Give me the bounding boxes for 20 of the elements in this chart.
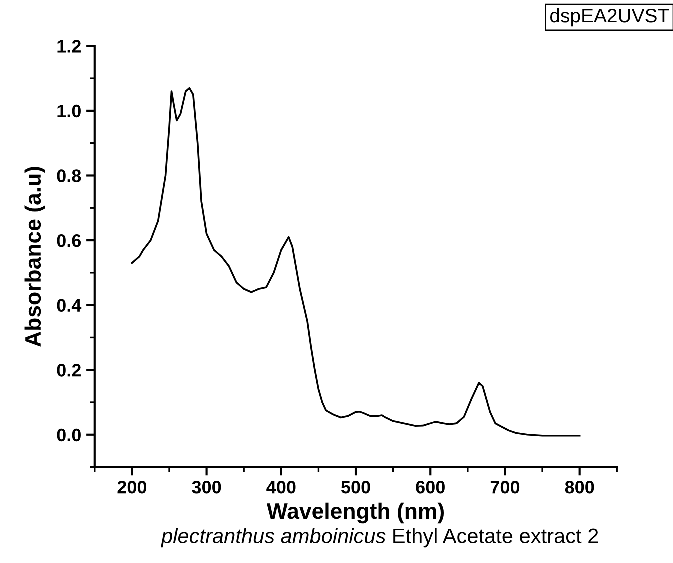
- text: dspEA2UVST: [550, 8, 670, 27]
- x-tick-label: 300: [192, 480, 222, 494]
- text: Ethyl Acetate extract 2: [394, 528, 598, 548]
- x-tick-label: 500: [342, 480, 370, 494]
- x-tick-label: 700: [490, 480, 520, 494]
- y-tick-label: 1.0: [58, 104, 81, 118]
- x-tick-label: 600: [416, 480, 445, 494]
- y-tick-label: 0.8: [57, 170, 82, 182]
- y-tick-label: 0.4: [57, 299, 82, 312]
- y-tick-label: 0.0: [57, 428, 81, 442]
- x-tick-label: 200: [118, 480, 147, 494]
- y-tick-label: 0.2: [57, 364, 81, 377]
- y-tick-label: 0.6: [57, 234, 82, 248]
- x-tick-label: 800: [565, 480, 594, 494]
- x-axis-title: Wavelength (nm): [266, 502, 444, 524]
- y-axis-title: Absorbance (a.u): [24, 167, 46, 347]
- text: plectranthus amboinicus: [161, 528, 386, 548]
- line-series: [131, 87, 581, 437]
- x-tick-label: 400: [266, 480, 296, 494]
- y-tick-label: 1.2: [58, 40, 81, 53]
